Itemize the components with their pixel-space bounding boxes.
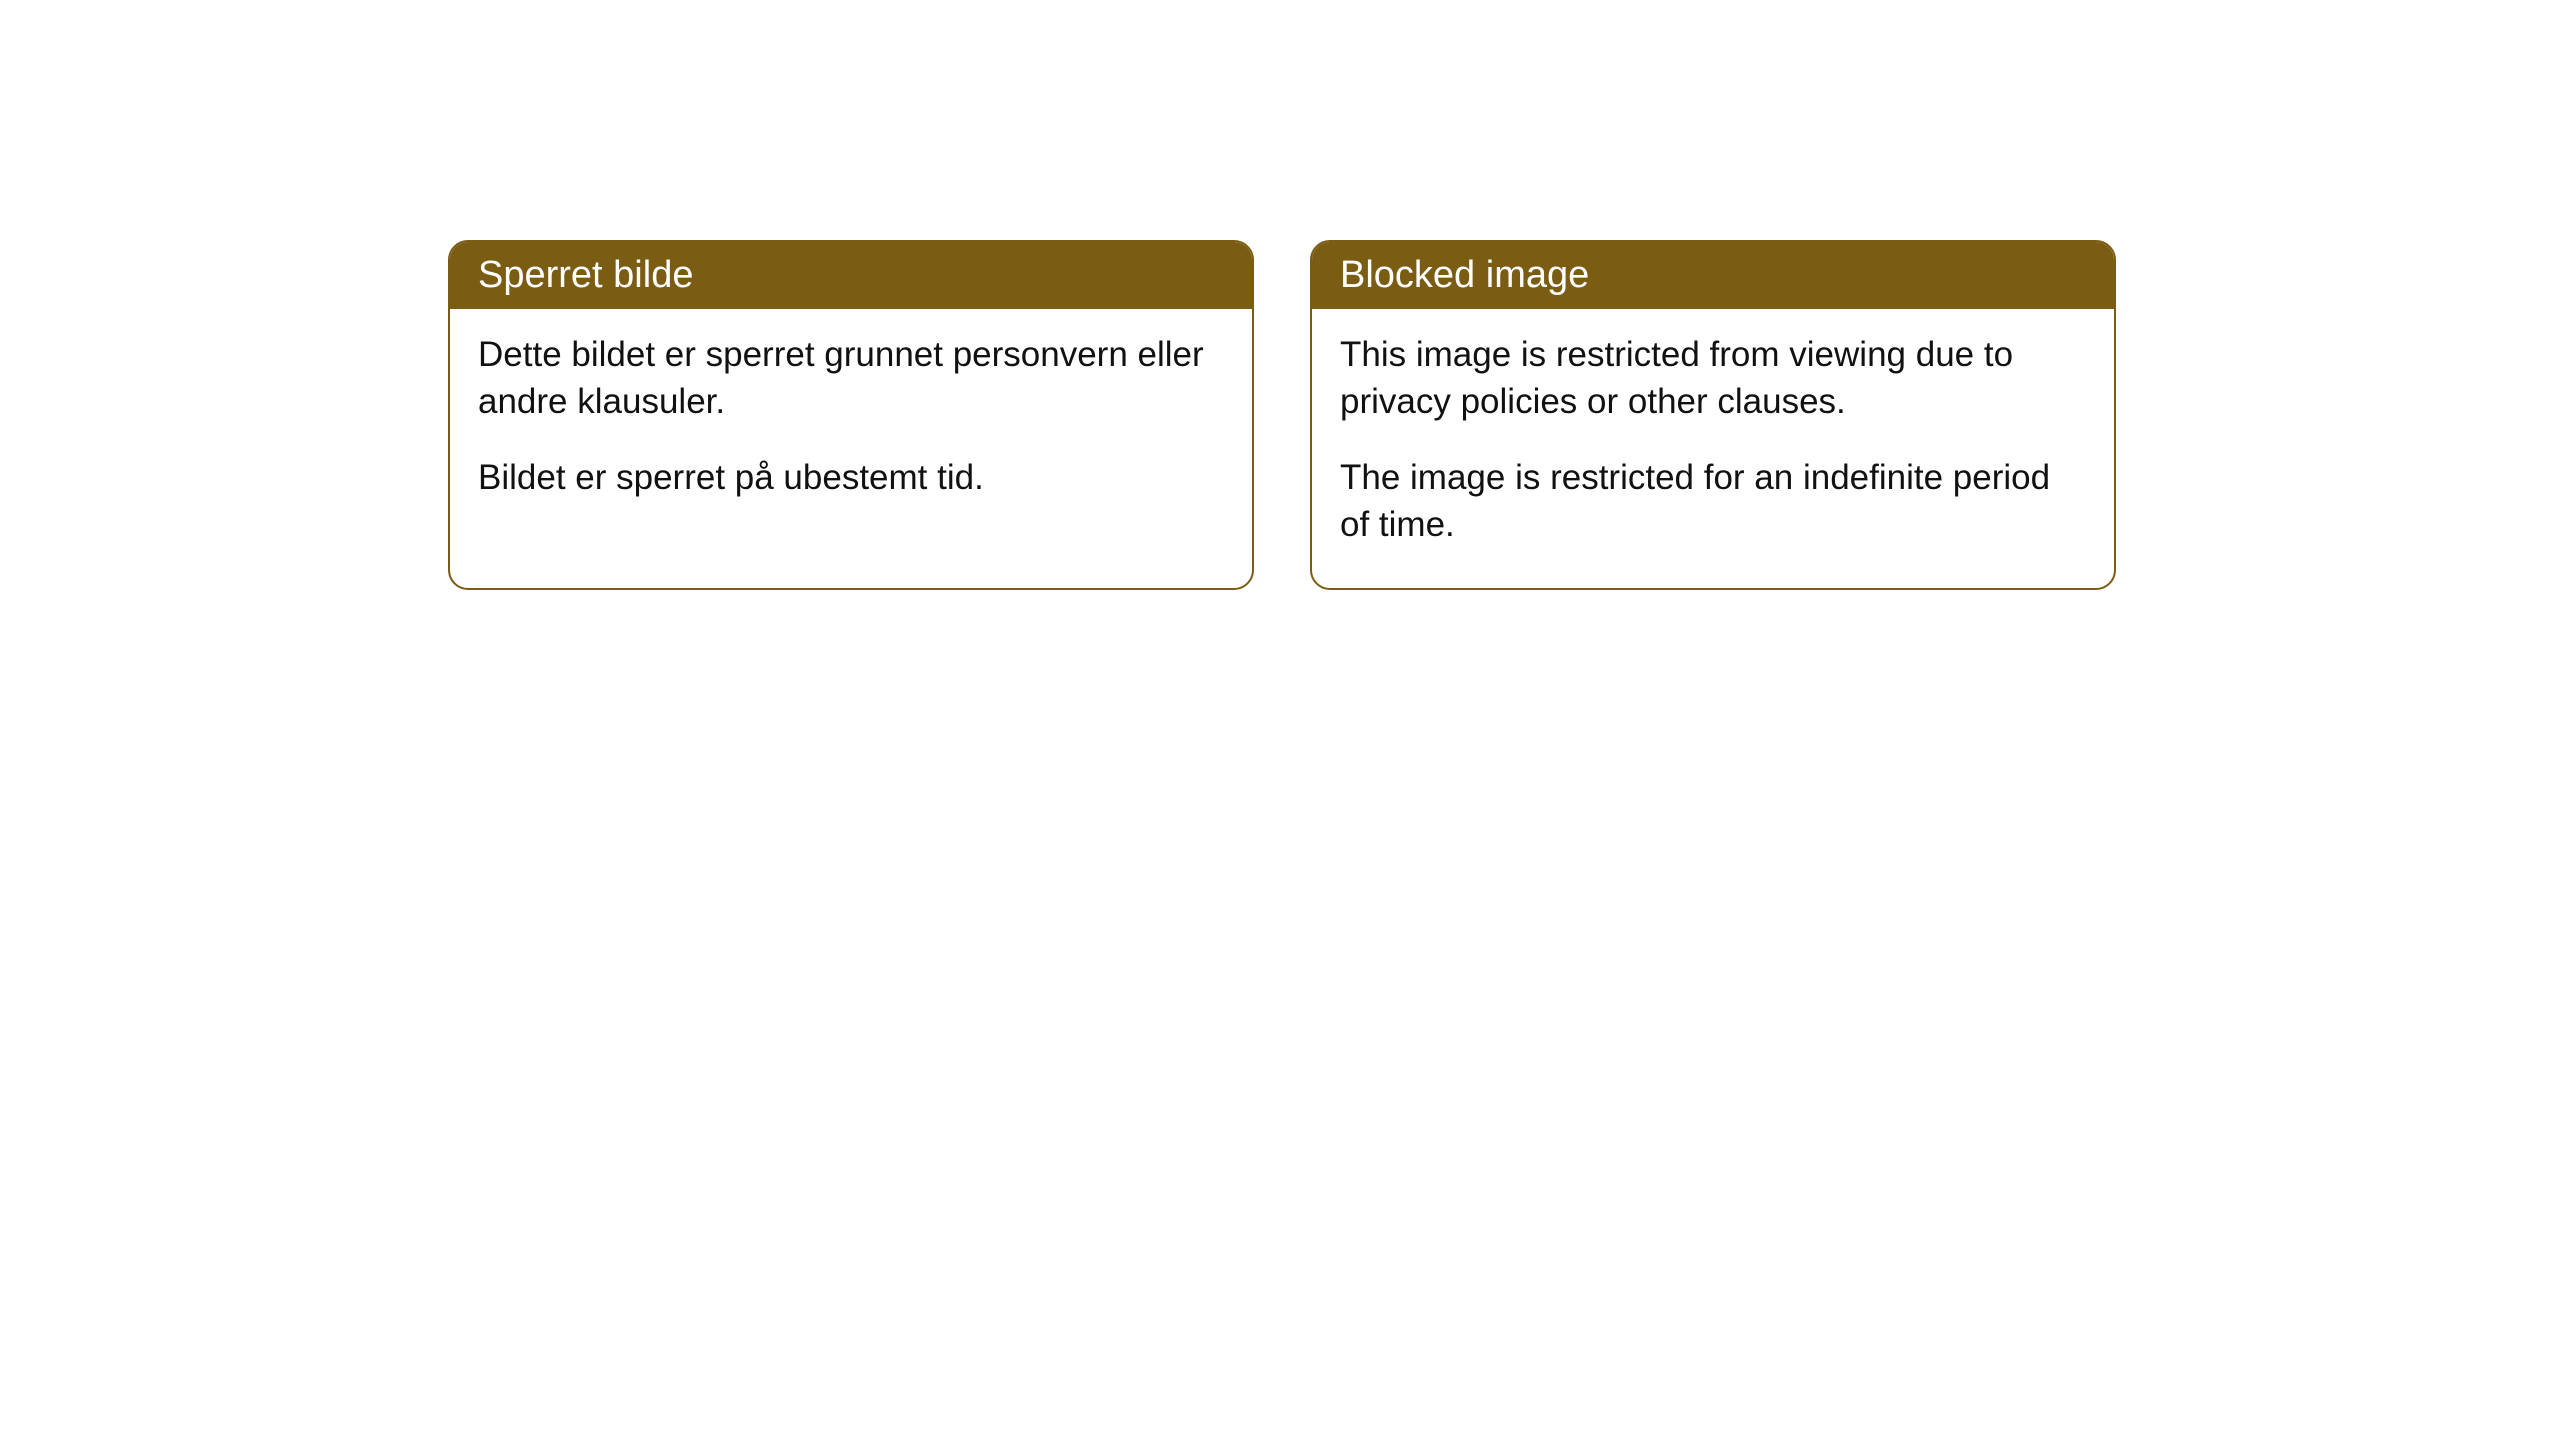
card-body: Dette bildet er sperret grunnet personve… [450,309,1252,541]
blocked-image-card-norwegian: Sperret bilde Dette bildet er sperret gr… [448,240,1254,590]
notice-text-2: Bildet er sperret på ubestemt tid. [478,454,1224,501]
notice-text-1: This image is restricted from viewing du… [1340,331,2086,426]
notice-container: Sperret bilde Dette bildet er sperret gr… [448,240,2116,590]
notice-text-2: The image is restricted for an indefinit… [1340,454,2086,549]
notice-text-1: Dette bildet er sperret grunnet personve… [478,331,1224,426]
card-header: Sperret bilde [450,242,1252,309]
blocked-image-card-english: Blocked image This image is restricted f… [1310,240,2116,590]
card-header: Blocked image [1312,242,2114,309]
card-body: This image is restricted from viewing du… [1312,309,2114,588]
